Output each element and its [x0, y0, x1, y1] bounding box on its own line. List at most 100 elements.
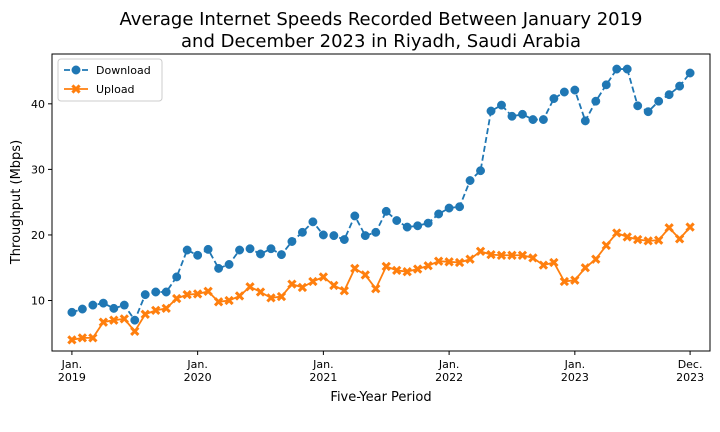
data-point [654, 96, 664, 106]
data-point [213, 297, 224, 307]
data-point [277, 250, 286, 260]
data-point [444, 257, 454, 267]
data-point [266, 293, 276, 303]
y-tick-label: 40 [31, 98, 45, 111]
y-tick-label: 20 [31, 229, 45, 242]
data-point [664, 90, 674, 100]
data-point [234, 291, 245, 301]
data-point [98, 317, 109, 327]
data-point [329, 231, 339, 241]
data-point [381, 206, 391, 216]
data-point [559, 276, 570, 287]
data-point [444, 203, 454, 213]
data-point [674, 234, 685, 244]
data-point [601, 240, 611, 251]
data-point [193, 250, 203, 260]
data-point [549, 94, 559, 104]
x-tick-label: Jan. 2021 [309, 358, 337, 384]
x-tick-label: Jan. 2022 [435, 358, 463, 384]
data-point [329, 280, 339, 291]
data-point [685, 222, 695, 232]
data-point [266, 244, 276, 254]
data-point [434, 209, 444, 219]
data-point [601, 80, 611, 90]
data-point [497, 100, 506, 110]
data-point [633, 101, 643, 111]
data-point [622, 232, 632, 242]
data-point [392, 265, 402, 276]
x-tick-label-line: 2023 [676, 371, 704, 384]
y-tick-label: 30 [31, 163, 45, 176]
data-point [528, 115, 538, 125]
data-point [580, 263, 590, 273]
data-point [88, 333, 98, 343]
data-point [633, 234, 643, 245]
data-point [119, 300, 129, 310]
x-tick-label-line: Jan. [312, 358, 333, 371]
data-point [664, 223, 674, 233]
chart-title-line-1: Average Internet Speeds Recorded Between… [119, 9, 642, 30]
data-point [465, 254, 475, 264]
data-point [88, 300, 98, 310]
data-point [308, 276, 318, 287]
data-point [528, 253, 538, 263]
data-point [203, 286, 213, 296]
plot-area [51, 53, 711, 352]
data-point [591, 96, 601, 106]
data-point [360, 270, 370, 280]
y-axis-label: Throughput (Mbps) [9, 140, 24, 265]
legend-item-upload: Upload [64, 83, 135, 96]
data-point [580, 116, 590, 126]
x-axis-label: Five-Year Period [330, 390, 431, 405]
data-point [245, 282, 255, 292]
data-point [538, 260, 549, 270]
y-axis: 10 20 30 40 [31, 98, 52, 308]
data-point [475, 246, 486, 257]
x-tick-label-line: Jan. [438, 358, 459, 371]
x-tick-label-line: 2020 [184, 371, 212, 384]
data-point [476, 166, 485, 176]
data-point [413, 221, 423, 231]
data-point [517, 250, 528, 260]
x-tick-label-line: Jan. [564, 358, 585, 371]
data-point [203, 244, 213, 254]
legend: Download Upload [57, 58, 163, 102]
x-tick-label-line: Jan. [61, 358, 82, 371]
x-tick-label: Jan. 2023 [561, 358, 589, 384]
data-point [276, 291, 287, 302]
data-point [119, 314, 129, 324]
data-point [67, 335, 77, 345]
x-tick-label: Dec. 2023 [676, 358, 704, 384]
data-point [643, 236, 653, 246]
data-point [172, 293, 182, 304]
data-point [350, 263, 360, 274]
data-point [339, 286, 349, 296]
legend-item-download: Download [64, 64, 151, 77]
data-point [318, 272, 329, 282]
data-point [496, 250, 507, 260]
data-point [455, 202, 465, 212]
data-point [256, 249, 265, 259]
data-point [182, 289, 192, 300]
data-point [224, 295, 234, 306]
data-point [423, 218, 433, 228]
data-point [465, 176, 475, 185]
x-tick-label-line: 2019 [58, 371, 86, 384]
series-upload [67, 222, 695, 345]
data-point [402, 267, 412, 277]
x-tick-label-line: 2021 [309, 371, 337, 384]
data-point [350, 211, 360, 221]
data-point [653, 235, 664, 245]
data-point [235, 245, 245, 255]
series-layer [67, 64, 695, 345]
data-point [151, 287, 161, 297]
data-point [612, 228, 622, 238]
data-point [255, 287, 266, 297]
data-point [109, 303, 119, 313]
x-tick-label: Jan. 2019 [58, 358, 86, 384]
data-point [371, 227, 381, 237]
data-point [182, 245, 192, 255]
data-point [360, 231, 370, 241]
